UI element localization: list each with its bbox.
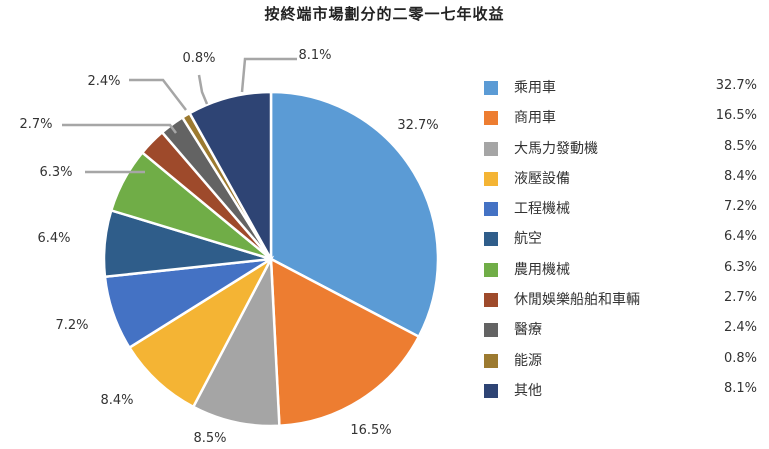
legend-label: 航空 xyxy=(514,231,542,248)
leader-line xyxy=(197,74,209,105)
pie-slice xyxy=(187,90,273,264)
slice-label: 16.5% xyxy=(350,423,391,438)
slice-label: 32.7% xyxy=(397,118,438,133)
legend-value: 6.3% xyxy=(723,259,757,275)
legend-value: 16.5% xyxy=(715,108,757,124)
legend-swatch xyxy=(484,111,498,126)
chart-title: 按終端市場劃分的二零一七年收益 xyxy=(264,5,505,23)
legend-swatch xyxy=(484,383,498,398)
legend-value: 6.4% xyxy=(723,229,757,245)
legend-item: 大馬力發動機 8.5% xyxy=(484,133,759,163)
legend-swatch xyxy=(484,232,498,247)
legend-label: 大馬力發動機 xyxy=(514,140,598,157)
legend-item: 工程機械 7.2% xyxy=(484,193,759,223)
slice-label: 8.5% xyxy=(193,431,226,446)
legend-swatch xyxy=(484,171,498,186)
slice-label: 6.4% xyxy=(37,231,70,246)
legend-value: 0.8% xyxy=(723,350,757,366)
legend-label: 能源 xyxy=(514,352,542,369)
slice-label: 8.1% xyxy=(298,48,331,63)
legend-swatch xyxy=(484,262,498,277)
leader-lines xyxy=(62,57,297,174)
slice-label: 7.2% xyxy=(55,318,88,333)
slice-label: 6.3% xyxy=(39,165,72,180)
leader-line xyxy=(240,57,297,93)
leader-line xyxy=(129,78,187,111)
legend-swatch xyxy=(484,141,498,156)
legend-label: 商用車 xyxy=(514,110,556,127)
legend-swatch xyxy=(484,353,498,368)
legend-swatch xyxy=(484,202,498,217)
pie-slice xyxy=(269,90,440,339)
leader-line xyxy=(62,123,177,134)
legend-item: 液壓設備 8.4% xyxy=(484,163,759,193)
legend-label: 液壓設備 xyxy=(514,170,570,187)
legend-item: 農用機械 6.3% xyxy=(484,254,759,284)
legend-swatch xyxy=(484,323,498,338)
legend-label: 乘用車 xyxy=(514,80,556,96)
legend-item: 商用車 16.5% xyxy=(484,102,759,132)
legend-value: 2.7% xyxy=(723,290,757,306)
legend-value: 8.4% xyxy=(723,168,757,184)
slice-label: 8.4% xyxy=(100,393,133,408)
pie-slice xyxy=(269,256,421,428)
legend-swatch xyxy=(484,81,498,95)
pie-slices xyxy=(102,90,440,428)
legend-value: 2.4% xyxy=(723,320,757,336)
legend-item: 其他 8.1% xyxy=(484,375,759,405)
slice-label: 0.8% xyxy=(182,51,215,66)
legend-value: 32.7% xyxy=(715,78,757,93)
legend-item: 醫療 2.4% xyxy=(484,314,759,344)
legend-label: 休閒娛樂船舶和車輛 xyxy=(514,292,640,309)
legend-item: 休閒娛樂船舶和車輛 2.7% xyxy=(484,284,759,314)
legend-label: 工程機械 xyxy=(514,201,570,218)
slice-labels: 32.7% 16.5% 8.5% 8.4% 7.2% 6.4% 6.3% 2.7% 2.4% 0.… xyxy=(19,48,438,446)
pie-slice xyxy=(191,254,281,428)
legend-value: 7.2% xyxy=(723,199,757,215)
legend-label: 農用機械 xyxy=(514,261,570,278)
legend-value: 8.5% xyxy=(723,138,757,154)
legend-item: 能源 0.8% xyxy=(484,345,759,375)
legend: 乘用車 32.7% 商用車 16.5% 大馬力發動機 8.5% 液壓設備 8.4% 工程機械 7.… xyxy=(484,72,759,405)
slice-label: 2.4% xyxy=(87,74,120,89)
legend-value: 8.1% xyxy=(723,380,757,396)
legend-label: 醫療 xyxy=(514,322,542,339)
pie-slice xyxy=(127,255,275,409)
legend-label: 其他 xyxy=(514,382,542,399)
legend-item: 航空 6.4% xyxy=(484,223,759,253)
legend-item: 乘用車 32.7% xyxy=(484,72,759,102)
slice-label: 2.7% xyxy=(19,117,52,132)
legend-swatch xyxy=(484,293,498,308)
